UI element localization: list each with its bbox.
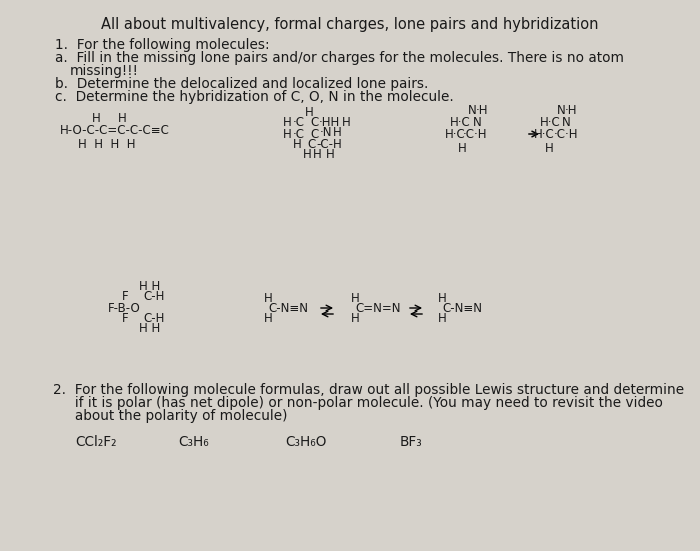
Text: H: H [118, 111, 127, 125]
Text: H: H [342, 116, 351, 128]
Text: CCl₂F₂: CCl₂F₂ [75, 435, 116, 449]
Text: ·H: ·H [476, 104, 489, 116]
Text: H: H [305, 106, 314, 120]
Text: H: H [293, 138, 302, 150]
Text: H: H [264, 291, 273, 305]
Text: about the polarity of molecule): about the polarity of molecule) [53, 409, 288, 423]
Text: C₃H₆: C₃H₆ [178, 435, 209, 449]
Text: H H: H H [139, 321, 160, 334]
Text: 1.  For the following molecules:: 1. For the following molecules: [55, 38, 270, 52]
Text: C: C [310, 127, 319, 141]
Text: H-O-C-C=C-C-C≡C: H-O-C-C=C-C-C≡C [60, 125, 170, 138]
Text: H: H [303, 149, 312, 161]
Text: ·C·H: ·C·H [554, 128, 578, 142]
Text: H: H [545, 142, 554, 154]
Text: ·C: ·C [293, 116, 305, 129]
Text: H·C: H·C [540, 116, 561, 129]
Text: C: C [310, 116, 319, 129]
Text: H: H [313, 149, 322, 161]
Text: C-H: C-H [143, 290, 164, 304]
Text: H: H [351, 291, 360, 305]
Text: H H: H H [139, 280, 160, 294]
Text: N: N [473, 116, 482, 128]
Text: -C-H: -C-H [316, 138, 342, 152]
Text: C-N≡N: C-N≡N [442, 301, 482, 315]
Text: ·C: ·C [293, 127, 305, 141]
Text: H: H [283, 127, 292, 141]
Text: C=N=N: C=N=N [355, 301, 400, 315]
Text: ·HH: ·HH [319, 116, 340, 129]
Text: C₃H₆O: C₃H₆O [285, 435, 326, 449]
Text: H: H [458, 142, 467, 154]
Text: H·C: H·C [450, 116, 470, 129]
Text: H: H [438, 291, 447, 305]
Text: H·C: H·C [534, 128, 554, 142]
Text: b.  Determine the delocalized and localized lone pairs.: b. Determine the delocalized and localiz… [55, 77, 428, 91]
Text: N: N [562, 116, 570, 128]
Text: H: H [333, 127, 342, 139]
Text: H: H [92, 111, 101, 125]
Text: H·C: H·C [445, 128, 466, 142]
Text: F: F [122, 311, 129, 325]
Text: H: H [438, 311, 447, 325]
Text: N: N [468, 104, 477, 116]
Text: missing!!!: missing!!! [70, 64, 139, 78]
Text: 2.  For the following molecule formulas, draw out all possible Lewis structure a: 2. For the following molecule formulas, … [53, 383, 684, 397]
Text: ·H: ·H [565, 104, 578, 116]
Text: All about multivalency, formal charges, lone pairs and hybridization: All about multivalency, formal charges, … [102, 17, 598, 32]
Text: a.  Fill in the missing lone pairs and/or charges for the molecules. There is no: a. Fill in the missing lone pairs and/or… [55, 51, 624, 65]
Text: H: H [351, 311, 360, 325]
Text: ·N: ·N [320, 127, 332, 139]
Text: if it is polar (has net dipole) or non-polar molecule. (You may need to revisit : if it is polar (has net dipole) or non-p… [53, 396, 663, 410]
Text: C: C [307, 138, 315, 152]
Text: F-B-O: F-B-O [108, 301, 141, 315]
Text: C-H: C-H [143, 311, 164, 325]
Text: c.  Determine the hybridization of C, O, N in the molecule.: c. Determine the hybridization of C, O, … [55, 90, 454, 104]
Text: BF₃: BF₃ [400, 435, 423, 449]
Text: F: F [122, 290, 129, 304]
Text: H: H [326, 149, 335, 161]
Text: C-N≡N: C-N≡N [268, 301, 308, 315]
Text: N: N [557, 104, 566, 116]
Text: H: H [283, 116, 292, 129]
Text: H: H [264, 311, 273, 325]
Text: ·C·H: ·C·H [463, 128, 487, 142]
Text: H  H  H  H: H H H H [78, 138, 136, 150]
